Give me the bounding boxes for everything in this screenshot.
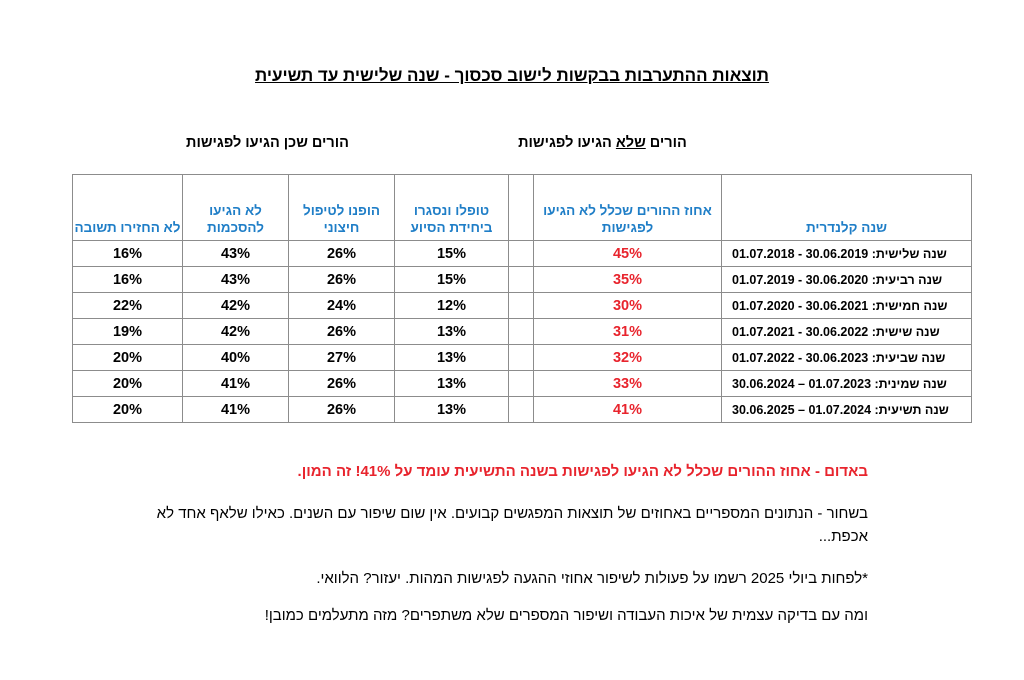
cell-treated-closed: 13%: [394, 370, 509, 397]
table-row: שנה שביעית: 30.06.2023 - 01.07.2022 32% …: [72, 344, 972, 371]
note-asterisk: *לפחות ביולי 2025 רשמו על פעולות לשיפור …: [316, 570, 868, 587]
cell-treated-closed: 13%: [394, 396, 509, 423]
results-table: שנה קלנדרית אחוז ההורים שכלל לא הגיעו לפ…: [72, 174, 972, 423]
cell-no-response: 20%: [72, 370, 183, 397]
cell-year: שנה רביעית: 30.06.2020 - 01.07.2019: [721, 266, 972, 293]
cell-pct-not-arrived: 32%: [533, 344, 722, 371]
cell-pct-not-arrived: 31%: [533, 318, 722, 345]
cell-treated-closed: 15%: [394, 266, 509, 293]
cell-spacer: [508, 292, 534, 319]
table-body: שנה שלישית: 30.06.2019 - 01.07.2018 45% …: [72, 240, 972, 423]
header-year: שנה קלנדרית: [721, 174, 972, 241]
cell-no-agreement: 42%: [182, 292, 289, 319]
cell-pct-not-arrived: 30%: [533, 292, 722, 319]
cell-no-response: 22%: [72, 292, 183, 319]
header-referred-external: הופנו לטיפול חיצוני: [288, 174, 395, 241]
cell-pct-not-arrived: 41%: [533, 396, 722, 423]
cell-spacer: [508, 396, 534, 423]
cell-year: שנה שישית: 30.06.2022 - 01.07.2021: [721, 318, 972, 345]
group-label-not-arrived-prefix: הורים: [645, 135, 687, 151]
note-red: באדום - אחוז ההורים שכלל לא הגיעו לפגישו…: [297, 463, 868, 480]
cell-pct-not-arrived: 35%: [533, 266, 722, 293]
cell-referred-external: 26%: [288, 396, 395, 423]
table-row: שנה שלישית: 30.06.2019 - 01.07.2018 45% …: [72, 240, 972, 267]
note-last: ומה עם בדיקה עצמית של איכות העבודה ושיפו…: [264, 607, 868, 624]
cell-no-agreement: 40%: [182, 344, 289, 371]
cell-referred-external: 26%: [288, 240, 395, 267]
header-treated-closed: טופלו ונסגרו ביחידת הסיוע: [394, 174, 509, 241]
cell-spacer: [508, 344, 534, 371]
cell-treated-closed: 13%: [394, 318, 509, 345]
table-row: שנה שמינית: 01.07.2023 – 30.06.2024 33% …: [72, 370, 972, 397]
cell-no-agreement: 43%: [182, 240, 289, 267]
cell-treated-closed: 15%: [394, 240, 509, 267]
cell-spacer: [508, 318, 534, 345]
cell-no-response: 19%: [72, 318, 183, 345]
cell-referred-external: 27%: [288, 344, 395, 371]
group-label-not-arrived-suffix: הגיעו לפגישות: [518, 135, 616, 151]
note-black: בשחור - הנתונים המספריים באחוזים של תוצא…: [156, 505, 868, 545]
cell-spacer: [508, 240, 534, 267]
group-label-not-arrived: הורים שלא הגיעו לפגישות: [500, 135, 705, 151]
cell-year: שנה חמישית: 30.06.2021 - 01.07.2020: [721, 292, 972, 319]
cell-year: שנה שלישית: 30.06.2019 - 01.07.2018: [721, 240, 972, 267]
cell-referred-external: 26%: [288, 318, 395, 345]
table-row: שנה שישית: 30.06.2022 - 01.07.2021 31% 1…: [72, 318, 972, 345]
cell-treated-closed: 12%: [394, 292, 509, 319]
cell-no-agreement: 42%: [182, 318, 289, 345]
table-row: שנה רביעית: 30.06.2020 - 01.07.2019 35% …: [72, 266, 972, 293]
group-label-arrived: הורים שכן הגיעו לפגישות: [186, 135, 349, 151]
cell-referred-external: 26%: [288, 370, 395, 397]
header-pct-not-arrived: אחוז ההורים שכלל לא הגיעו לפגישות: [533, 174, 722, 241]
cell-pct-not-arrived: 33%: [533, 370, 722, 397]
header-no-agreement: לא הגיעו להסכמות: [182, 174, 289, 241]
cell-no-response: 20%: [72, 396, 183, 423]
cell-no-agreement: 41%: [182, 396, 289, 423]
cell-spacer: [508, 266, 534, 293]
cell-year: שנה שביעית: 30.06.2023 - 01.07.2022: [721, 344, 972, 371]
cell-no-response: 16%: [72, 266, 183, 293]
table-row: שנה תשיעית: 01.07.2024 – 30.06.2025 41% …: [72, 396, 972, 423]
header-no-response: לא החזירו תשובה: [72, 174, 183, 241]
group-label-not-arrived-underlined: שלא: [615, 135, 646, 151]
cell-spacer: [508, 370, 534, 397]
cell-no-response: 20%: [72, 344, 183, 371]
cell-year: שנה שמינית: 01.07.2023 – 30.06.2024: [721, 370, 972, 397]
cell-referred-external: 24%: [288, 292, 395, 319]
table-header-row: שנה קלנדרית אחוז ההורים שכלל לא הגיעו לפ…: [72, 174, 972, 241]
table-row: שנה חמישית: 30.06.2021 - 01.07.2020 30% …: [72, 292, 972, 319]
cell-no-agreement: 41%: [182, 370, 289, 397]
cell-treated-closed: 13%: [394, 344, 509, 371]
cell-referred-external: 26%: [288, 266, 395, 293]
cell-no-agreement: 43%: [182, 266, 289, 293]
cell-pct-not-arrived: 45%: [533, 240, 722, 267]
page-title: תוצאות ההתערבות בבקשות לישוב סכסוך - שנה…: [255, 66, 769, 85]
cell-year: שנה תשיעית: 01.07.2024 – 30.06.2025: [721, 396, 972, 423]
header-spacer: [508, 174, 534, 241]
cell-no-response: 16%: [72, 240, 183, 267]
